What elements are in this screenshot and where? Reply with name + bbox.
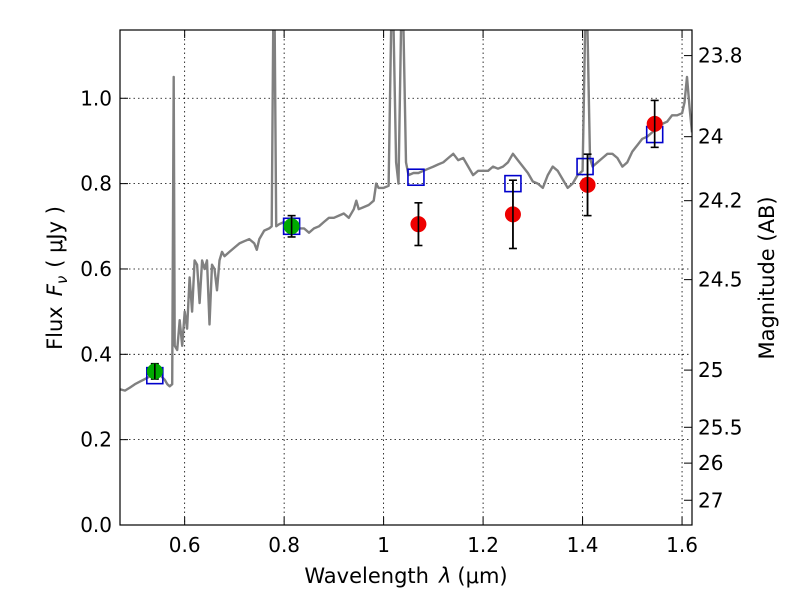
x-tick-label: 1.6 bbox=[666, 533, 698, 557]
tick-labels: 0.6 0.8 1 1.2 1.4 1.6 0.0 0.2 0.4 0.6 0.8 1.0 23.8 24… bbox=[80, 44, 742, 557]
grid-lines bbox=[120, 30, 692, 526]
plot-frame bbox=[119, 29, 693, 526]
y2-tick-label: 23.8 bbox=[698, 44, 743, 68]
y-tick-label: 1.0 bbox=[80, 86, 112, 110]
y2-axis-label: Magnitude (AB) bbox=[755, 196, 779, 359]
x-tick-label: 1 bbox=[377, 533, 390, 557]
x-tick-label: 1.4 bbox=[567, 533, 599, 557]
y-tick-label: 0.0 bbox=[80, 513, 112, 537]
axis-ticks bbox=[120, 30, 692, 526]
model-photometry-square bbox=[576, 157, 594, 176]
spectrum-layer bbox=[120, 30, 692, 392]
y2-tick-label: 27 bbox=[698, 488, 723, 512]
y-tick-label: 0.6 bbox=[80, 257, 112, 281]
y2-tick-label: 24.5 bbox=[698, 268, 743, 292]
x-axis-label: Wavelength λ (μm) bbox=[304, 564, 507, 588]
x-tick-label: 0.8 bbox=[268, 533, 300, 557]
y-tick-label: 0.2 bbox=[80, 428, 112, 452]
y2-tick-label: 26 bbox=[698, 451, 723, 475]
x-tick-label: 1.2 bbox=[467, 533, 499, 557]
y-axis-label: FluxFν( μJy ) bbox=[43, 206, 71, 350]
y-tick-label: 0.8 bbox=[80, 172, 112, 196]
y-tick-label: 0.4 bbox=[80, 342, 112, 366]
photometry-points bbox=[146, 99, 664, 385]
x-tick-label: 0.6 bbox=[169, 533, 201, 557]
y2-tick-label: 24.2 bbox=[698, 189, 743, 213]
spectrum-line bbox=[120, 30, 692, 392]
y2-tick-label: 25 bbox=[698, 358, 723, 382]
model-photometry-square bbox=[407, 168, 425, 187]
y2-tick-label: 25.5 bbox=[698, 415, 743, 439]
y2-tick-label: 24 bbox=[698, 125, 723, 149]
